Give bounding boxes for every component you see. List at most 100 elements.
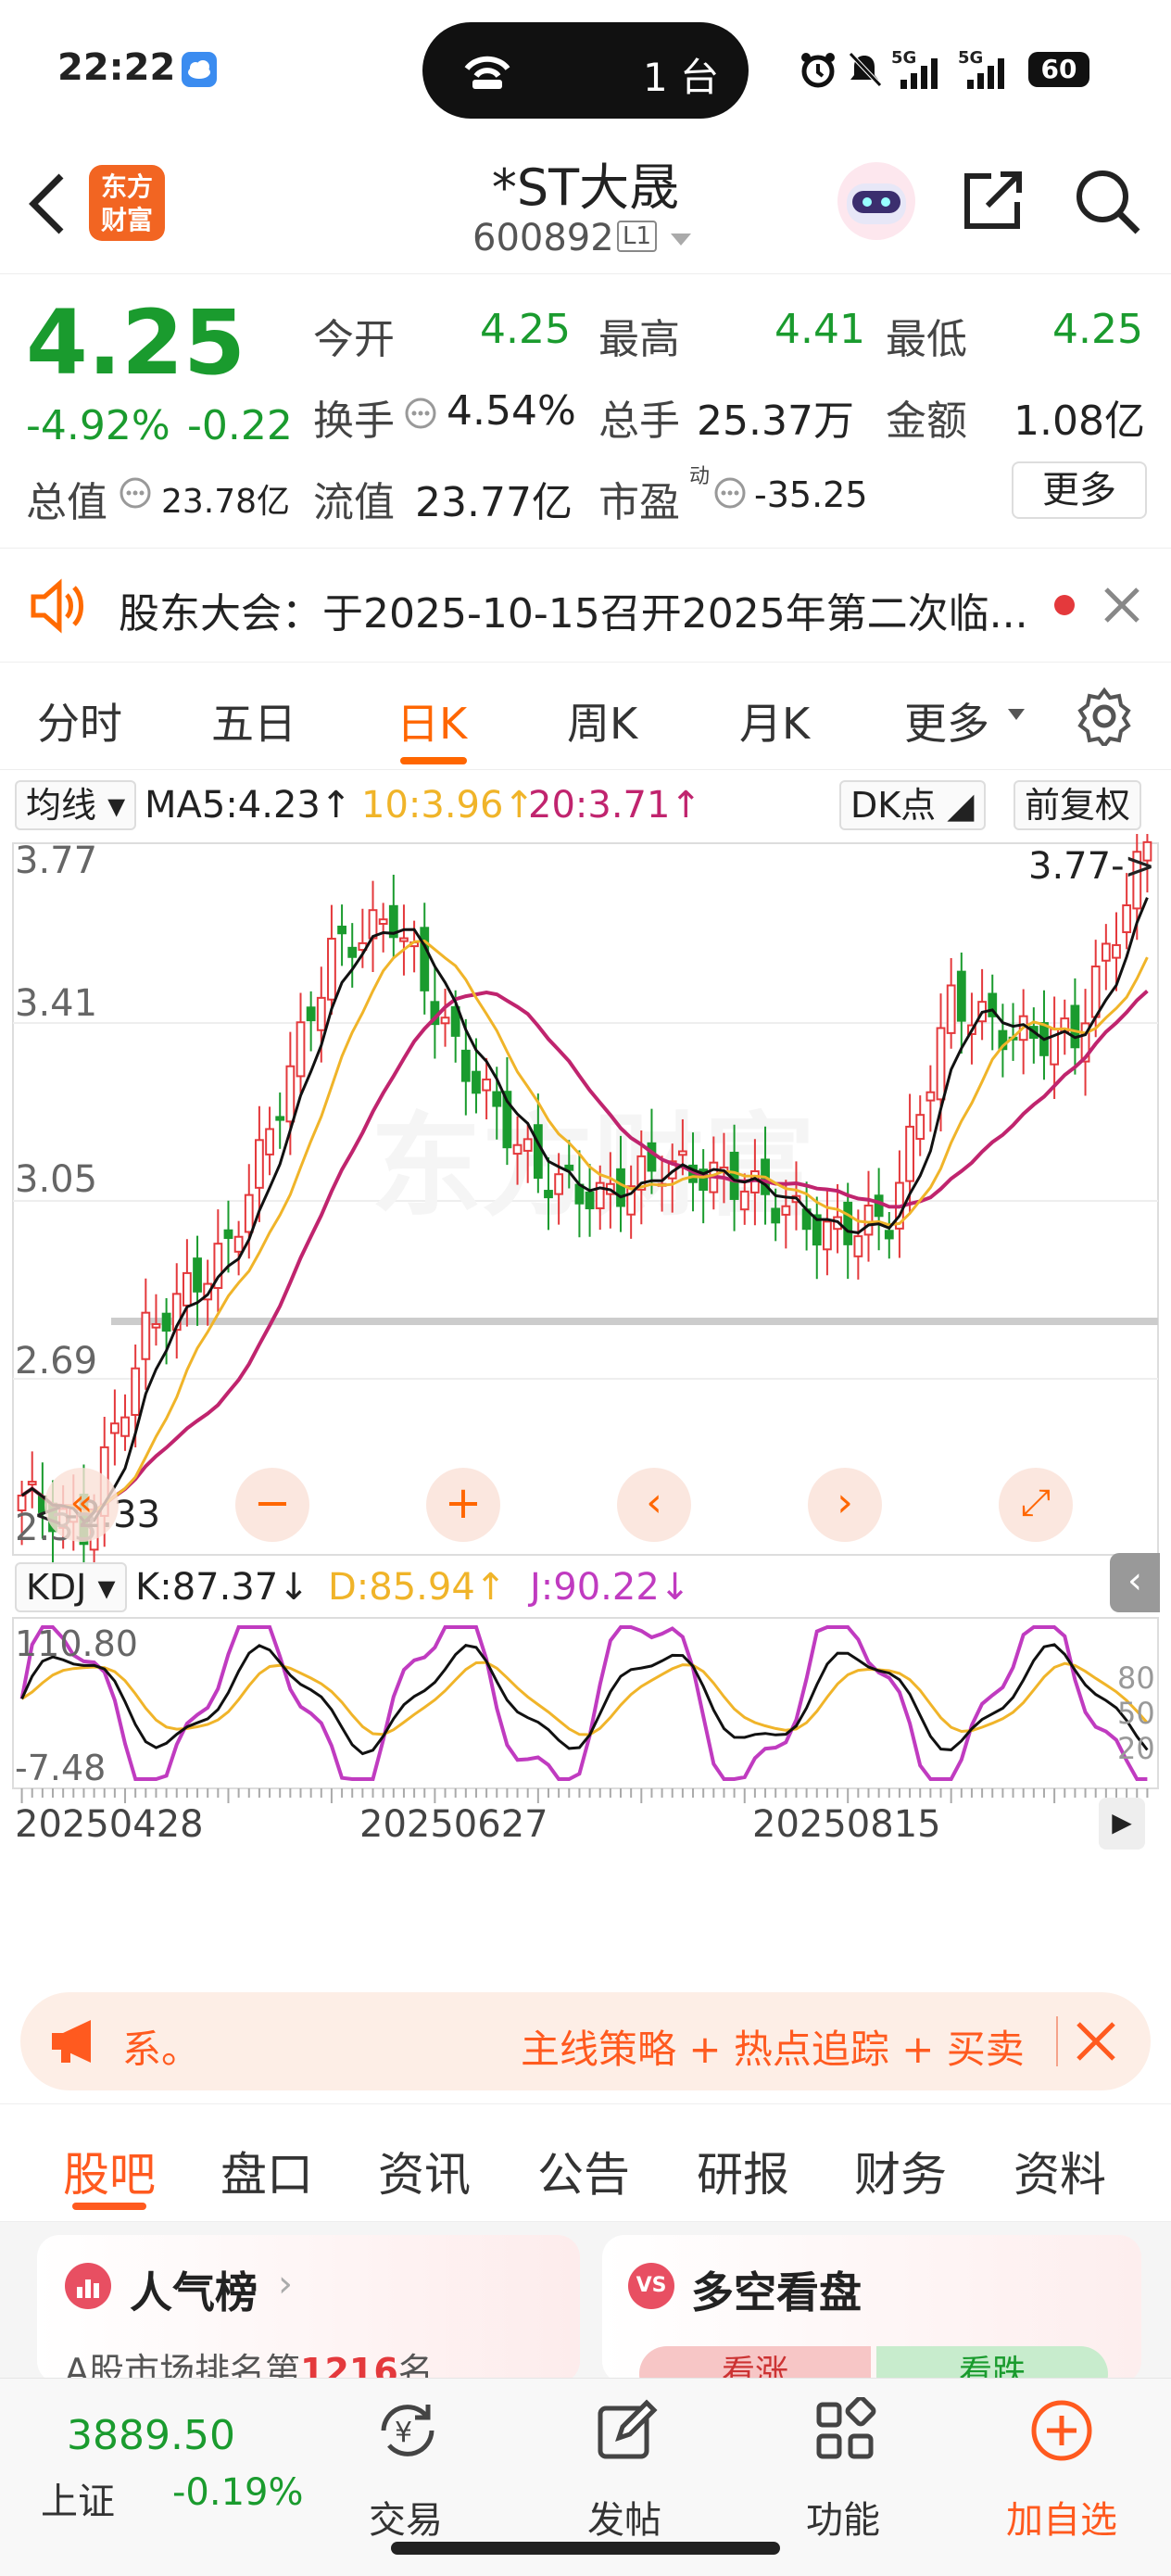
kdj-selector[interactable]: KDJ ▾ (15, 1562, 127, 1612)
candle-body (853, 1235, 863, 1257)
notice-bar[interactable]: 股东大会：于2025-10-15召开2025年第二次临... (0, 548, 1171, 663)
tab-zixun[interactable]: 资讯 (378, 2148, 471, 2202)
tab-fenshi[interactable]: 分时 (37, 699, 122, 749)
candle-body (347, 946, 358, 958)
candle-body (193, 1257, 202, 1293)
banner-close-icon[interactable] (1075, 2020, 1117, 2066)
fast-rewind-icon[interactable]: « (44, 1468, 119, 1542)
info-icon[interactable] (404, 397, 437, 434)
add-watchlist-label: 加自选 (1006, 2499, 1117, 2542)
ma10-line (20, 939, 1149, 1513)
candle-body (533, 1124, 543, 1180)
candle-body (812, 1214, 822, 1246)
y-label-3: 3.05 (15, 1158, 98, 1201)
tab-yanbao[interactable]: 研报 (697, 2148, 789, 2202)
y-label-top: 3.77 (15, 840, 98, 882)
collapse-panel-icon[interactable]: ‹ (1110, 1553, 1160, 1612)
tab-caiwu[interactable]: 财务 (854, 2148, 947, 2202)
quote-panel: 4.25 -4.92% -0.22 今开 4.25 最高 4.41 最低 4.2… (0, 274, 1171, 548)
ma20-label: 20:3.71↑ (528, 784, 701, 827)
float-value: 23.77亿 (415, 479, 573, 526)
candle-body (554, 1173, 564, 1195)
bull-bear-card[interactable]: VS 多空看盘 看涨 看跌 (602, 2235, 1141, 2383)
app-logo[interactable]: 东方 财富 (89, 165, 165, 241)
gear-icon[interactable] (1075, 687, 1134, 750)
kdj-k-label: K:87.37↓ (135, 1566, 309, 1609)
candle-body (771, 1207, 781, 1224)
dk-point-label: DK点 (850, 785, 937, 826)
more-button[interactable]: 更多 (1012, 461, 1147, 519)
zoom-out-icon[interactable]: − (235, 1468, 309, 1542)
share-icon[interactable] (960, 167, 1026, 237)
pe-label: 市盈 (598, 479, 680, 526)
device-count: 1 台 (643, 55, 720, 100)
kdj-ref-80: 80 (1117, 1661, 1155, 1696)
tab-zhouk[interactable]: 周K (567, 699, 638, 749)
tab-yuek[interactable]: 月K (739, 699, 811, 749)
open-label: 今开 (313, 316, 395, 363)
bearish-button[interactable]: 看跌 (876, 2346, 1108, 2383)
kline-chart-area[interactable]: 东方财富 3.77 3.41 3.05 2.69 2.33 3.77-> <-2… (0, 814, 1171, 1983)
tab-ziliao[interactable]: 资料 (1014, 2148, 1106, 2202)
logo-line1: 东方 (100, 171, 153, 202)
indicator-selector[interactable]: 均线 ▾ (15, 780, 137, 830)
dk-point-button[interactable]: DK点 ◢ (839, 780, 986, 830)
tab-guba[interactable]: 股吧 (63, 2148, 156, 2202)
max-price-note: 3.77-> (1028, 845, 1156, 888)
robot-assistant-icon[interactable] (832, 159, 921, 246)
level-badge[interactable]: L1 (617, 221, 658, 252)
candle-body (492, 1091, 502, 1107)
amount-label: 金额 (886, 398, 967, 445)
tab-gonggao[interactable]: 公告 (537, 2148, 630, 2202)
chevron-down-icon[interactable] (669, 232, 693, 252)
clock: 22:22 (57, 46, 176, 89)
active-content-tab-indicator (72, 2203, 146, 2210)
candle-body (884, 1230, 894, 1240)
float-label: 流值 (313, 479, 395, 526)
candle-body (1080, 1022, 1090, 1063)
ma-legend: 均线 ▾ MA5:4.23↑ 10:3.96↑ 20:3.71↑ DK点 ◢ 前… (0, 777, 1171, 834)
index-ticker[interactable]: 3889.50 上证 -0.19% (0, 2379, 315, 2523)
info-icon[interactable] (119, 476, 152, 513)
candle-body (925, 1091, 936, 1102)
search-icon[interactable] (1073, 167, 1141, 239)
scroll-right-icon[interactable]: ▶ (1099, 1798, 1145, 1850)
back-icon[interactable] (26, 170, 67, 241)
change-value: -0.22 (187, 402, 293, 449)
kdj-d-label: D:85.94↑ (328, 1566, 507, 1609)
candle-body (626, 1185, 636, 1216)
tab-wuri[interactable]: 五日 (211, 699, 296, 749)
candle-body (1132, 851, 1142, 910)
kdj-selector-label: KDJ (26, 1567, 87, 1608)
signal-5g-label: 5G (891, 48, 917, 68)
grid-icon (812, 2395, 878, 2468)
fullscreen-icon[interactable]: ⤢ (999, 1468, 1073, 1542)
candle-body (255, 1139, 264, 1189)
candle-body (564, 1164, 574, 1171)
turnover-value: 4.54% (447, 387, 576, 435)
candle-body (399, 937, 409, 942)
volume-value: 25.37万 (697, 398, 854, 445)
kline-svg[interactable]: 东方财富 (0, 814, 1171, 1983)
candle-body (647, 1142, 657, 1172)
candle-body (843, 1201, 853, 1245)
zoom-in-icon[interactable]: + (426, 1468, 500, 1542)
candle-body (120, 1416, 130, 1437)
kdj-ymin: -7.48 (15, 1748, 107, 1788)
tab-rik[interactable]: 日K (397, 699, 468, 749)
adjust-button[interactable]: 前复权 (1014, 780, 1142, 830)
promo-banner[interactable]: 系。 主线策略 + 热点追踪 + 买卖 (20, 1992, 1151, 2090)
prev-icon[interactable]: ‹ (617, 1468, 691, 1542)
next-icon[interactable]: › (808, 1468, 882, 1542)
tab-more[interactable]: 更多 (904, 699, 989, 749)
date-label-2: 20250627 (359, 1803, 548, 1846)
dynamic-island[interactable]: 1 台 (422, 22, 749, 119)
ma10-label: 10:3.96↑ (361, 784, 535, 827)
tab-pankou[interactable]: 盘口 (220, 2148, 313, 2202)
candle-body (233, 1235, 244, 1253)
info-icon[interactable] (713, 476, 747, 513)
close-icon[interactable] (1102, 586, 1141, 628)
content-tabs: 股吧 盘口 资讯 公告 研报 财务 资料 (0, 2103, 1171, 2222)
signal-icon (899, 57, 945, 93)
popularity-card[interactable]: 人气榜 › A股市场排名第1216名 (37, 2235, 580, 2383)
